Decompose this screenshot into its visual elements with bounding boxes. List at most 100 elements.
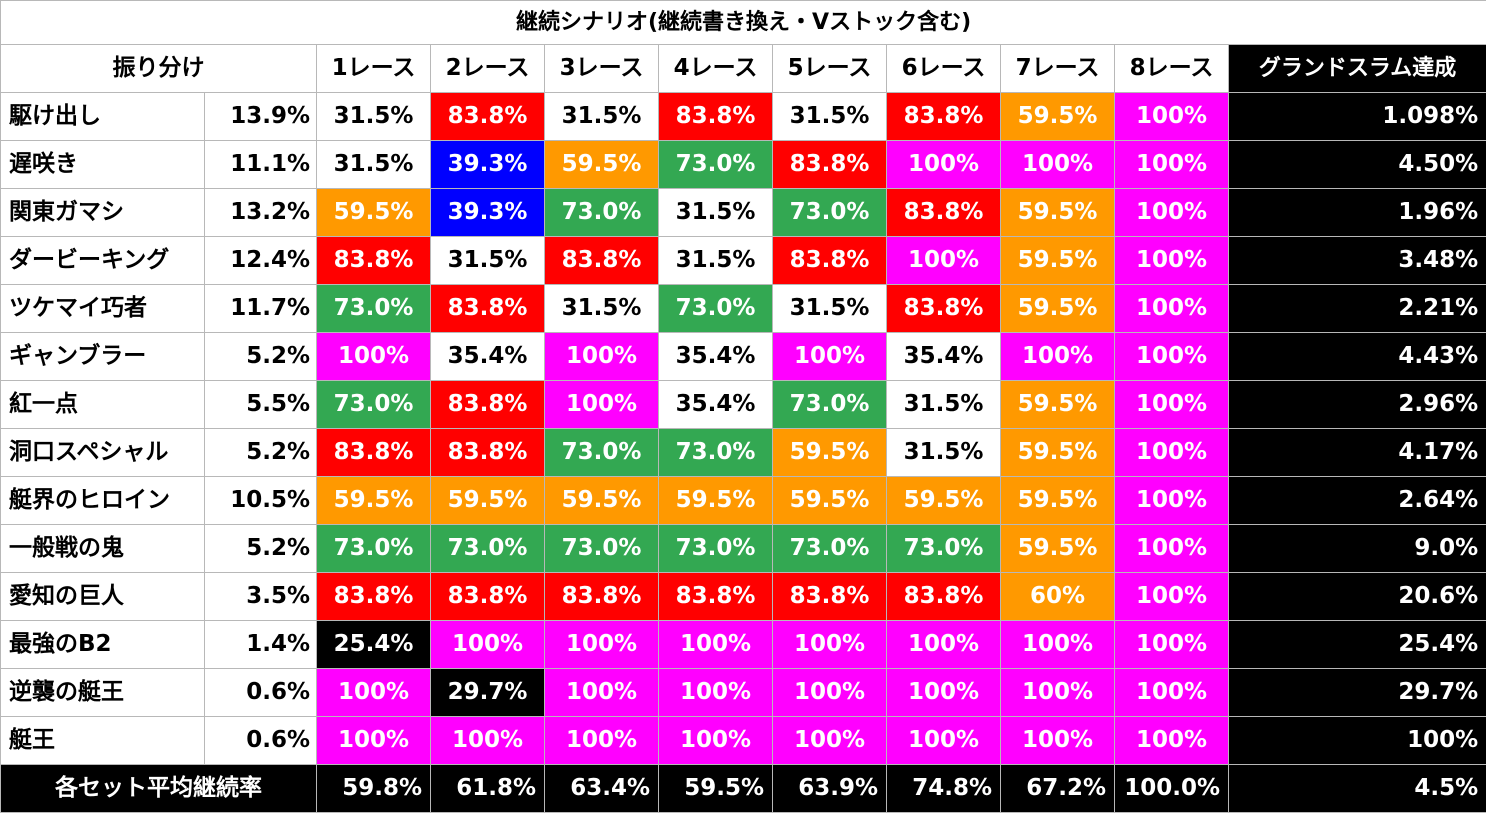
race-rate-cell: 100%	[773, 621, 887, 669]
grand-slam-rate: 2.64%	[1229, 477, 1486, 525]
header-allocation-label: 振り分け	[1, 45, 317, 93]
scenario-name: 愛知の巨人	[1, 573, 205, 621]
race-rate-cell: 59.5%	[887, 477, 1001, 525]
scenario-name: ツケマイ巧者	[1, 285, 205, 333]
race-rate-cell: 100%	[1115, 189, 1229, 237]
header-race-7: 7レース	[1001, 45, 1115, 93]
race-rate-cell: 100%	[545, 669, 659, 717]
grand-slam-rate: 2.21%	[1229, 285, 1486, 333]
race-rate-cell: 100%	[773, 333, 887, 381]
grand-slam-rate: 25.4%	[1229, 621, 1486, 669]
allocation-share: 11.7%	[205, 285, 317, 333]
race-rate-cell: 31.5%	[545, 285, 659, 333]
race-rate-cell: 100%	[545, 381, 659, 429]
race-rate-cell: 31.5%	[659, 189, 773, 237]
race-rate-cell: 59.5%	[1001, 525, 1115, 573]
race-rate-cell: 31.5%	[545, 93, 659, 141]
race-rate-cell: 83.8%	[431, 573, 545, 621]
allocation-share: 13.2%	[205, 189, 317, 237]
race-rate-cell: 59.5%	[431, 477, 545, 525]
race-rate-cell: 31.5%	[773, 93, 887, 141]
race-rate-cell: 83.8%	[317, 429, 431, 477]
header-race-8: 8レース	[1115, 45, 1229, 93]
header-race-4: 4レース	[659, 45, 773, 93]
race-rate-cell: 83.8%	[887, 93, 1001, 141]
average-rate-cell: 59.5%	[659, 765, 773, 813]
header-race-5: 5レース	[773, 45, 887, 93]
race-rate-cell: 100%	[1001, 621, 1115, 669]
race-rate-cell: 100%	[887, 621, 1001, 669]
race-rate-cell: 73.0%	[545, 189, 659, 237]
grand-slam-rate: 20.6%	[1229, 573, 1486, 621]
race-rate-cell: 100%	[545, 621, 659, 669]
race-rate-cell: 100%	[773, 717, 887, 765]
scenario-name: 一般戦の鬼	[1, 525, 205, 573]
race-rate-cell: 73.0%	[317, 525, 431, 573]
race-rate-cell: 100%	[1115, 477, 1229, 525]
race-rate-cell: 59.5%	[317, 189, 431, 237]
race-rate-cell: 83.8%	[545, 573, 659, 621]
race-rate-cell: 59.5%	[317, 477, 431, 525]
allocation-share: 5.2%	[205, 429, 317, 477]
average-rate-cell: 74.8%	[887, 765, 1001, 813]
header-race-1: 1レース	[317, 45, 431, 93]
race-rate-cell: 83.8%	[431, 429, 545, 477]
grand-slam-rate: 1.098%	[1229, 93, 1486, 141]
average-rate-cell: 61.8%	[431, 765, 545, 813]
race-rate-cell: 100%	[1115, 573, 1229, 621]
scenario-name: 最強のB2	[1, 621, 205, 669]
scenario-name: ダービーキング	[1, 237, 205, 285]
race-rate-cell: 83.8%	[317, 237, 431, 285]
scenario-name: ギャンブラー	[1, 333, 205, 381]
race-rate-cell: 100%	[317, 669, 431, 717]
race-rate-cell: 59.5%	[1001, 189, 1115, 237]
race-rate-cell: 59.5%	[1001, 93, 1115, 141]
race-rate-cell: 83.8%	[317, 573, 431, 621]
race-rate-cell: 59.5%	[1001, 477, 1115, 525]
race-rate-cell: 59.5%	[545, 141, 659, 189]
grand-slam-rate: 100%	[1229, 717, 1486, 765]
race-rate-cell: 59.5%	[773, 429, 887, 477]
race-rate-cell: 60%	[1001, 573, 1115, 621]
grand-slam-rate: 3.48%	[1229, 237, 1486, 285]
allocation-share: 12.4%	[205, 237, 317, 285]
average-rate-cell: 63.9%	[773, 765, 887, 813]
race-rate-cell: 100%	[1115, 141, 1229, 189]
race-rate-cell: 31.5%	[317, 93, 431, 141]
race-rate-cell: 100%	[1115, 285, 1229, 333]
race-rate-cell: 59.5%	[773, 477, 887, 525]
scenario-name: 洞口スペシャル	[1, 429, 205, 477]
race-rate-cell: 73.0%	[773, 381, 887, 429]
race-rate-cell: 100%	[431, 717, 545, 765]
race-rate-cell: 73.0%	[317, 381, 431, 429]
race-rate-cell: 73.0%	[887, 525, 1001, 573]
race-rate-cell: 31.5%	[773, 285, 887, 333]
race-rate-cell: 100%	[659, 669, 773, 717]
race-rate-cell: 100%	[1001, 333, 1115, 381]
race-rate-cell: 35.4%	[659, 381, 773, 429]
race-rate-cell: 59.5%	[545, 477, 659, 525]
table-title: 継続シナリオ(継続書き換え・Vストック含む)	[1, 1, 1486, 45]
race-rate-cell: 100%	[1115, 93, 1229, 141]
grand-slam-rate: 9.0%	[1229, 525, 1486, 573]
scenario-name: 艇王	[1, 717, 205, 765]
allocation-share: 13.9%	[205, 93, 317, 141]
race-rate-cell: 73.0%	[545, 429, 659, 477]
race-rate-cell: 100%	[1001, 669, 1115, 717]
grand-slam-rate: 4.17%	[1229, 429, 1486, 477]
race-rate-cell: 73.0%	[317, 285, 431, 333]
race-rate-cell: 100%	[659, 717, 773, 765]
grand-slam-rate: 29.7%	[1229, 669, 1486, 717]
scenario-name: 逆襲の艇王	[1, 669, 205, 717]
race-rate-cell: 100%	[545, 717, 659, 765]
